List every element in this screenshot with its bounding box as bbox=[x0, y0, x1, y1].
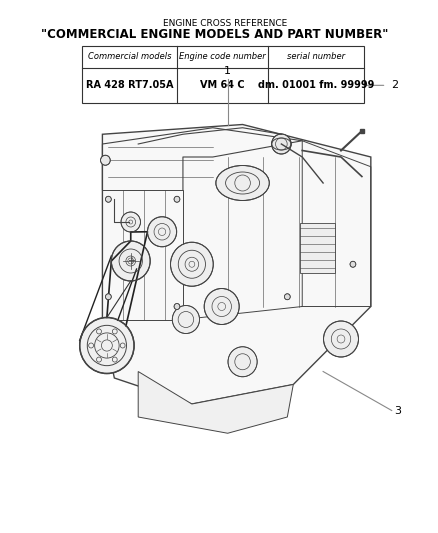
Text: Engine code number: Engine code number bbox=[179, 52, 266, 61]
Ellipse shape bbox=[216, 166, 269, 200]
Bar bbox=[82, 46, 364, 103]
Polygon shape bbox=[102, 125, 371, 404]
Text: 1: 1 bbox=[224, 66, 231, 76]
Circle shape bbox=[170, 243, 213, 286]
Text: "COMMERCIAL ENGINE MODELS AND PART NUMBER": "COMMERCIAL ENGINE MODELS AND PART NUMBE… bbox=[41, 28, 388, 42]
Bar bbox=[300, 223, 335, 273]
Text: Commercial models: Commercial models bbox=[88, 52, 171, 61]
Text: RA 428 RT7.05A: RA 428 RT7.05A bbox=[86, 80, 173, 90]
Circle shape bbox=[106, 294, 111, 300]
Circle shape bbox=[272, 134, 291, 154]
Text: 3: 3 bbox=[395, 406, 402, 416]
Circle shape bbox=[284, 294, 290, 300]
Circle shape bbox=[80, 318, 134, 374]
Polygon shape bbox=[138, 372, 293, 433]
Ellipse shape bbox=[272, 138, 291, 150]
Circle shape bbox=[106, 196, 111, 202]
Text: VM 64 C: VM 64 C bbox=[200, 80, 245, 90]
Circle shape bbox=[174, 303, 180, 310]
Circle shape bbox=[172, 305, 200, 334]
Text: 2: 2 bbox=[392, 80, 399, 90]
Circle shape bbox=[324, 321, 358, 357]
Circle shape bbox=[228, 347, 257, 377]
Text: dm. 01001 fm. 99999: dm. 01001 fm. 99999 bbox=[258, 80, 374, 90]
Text: +: + bbox=[127, 256, 135, 266]
Circle shape bbox=[350, 261, 356, 267]
Circle shape bbox=[111, 241, 150, 281]
Circle shape bbox=[121, 212, 141, 232]
Text: ENGINE CROSS REFERENCE: ENGINE CROSS REFERENCE bbox=[163, 19, 287, 28]
Circle shape bbox=[148, 217, 177, 247]
Circle shape bbox=[101, 155, 110, 165]
Circle shape bbox=[174, 196, 180, 202]
Circle shape bbox=[204, 288, 239, 325]
Text: serial number: serial number bbox=[287, 52, 345, 61]
